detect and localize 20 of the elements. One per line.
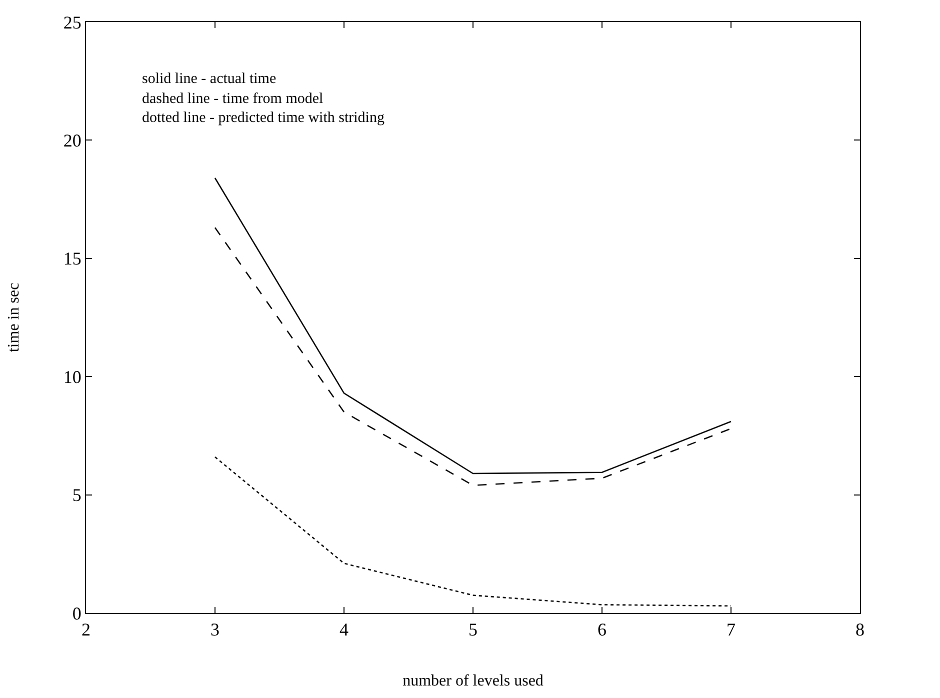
x-tick-label: 6	[598, 620, 606, 640]
y-tick-label: 10	[63, 366, 82, 387]
y-tick-label: 25	[63, 12, 82, 32]
x-tick-label: 7	[726, 620, 736, 640]
annotation: solid line - actual time	[142, 71, 276, 87]
x-axis-title: number of levels used	[402, 672, 544, 690]
y-tick-label: 15	[63, 248, 82, 269]
x-tick-label: 5	[468, 620, 478, 640]
x-tick-label: 3	[210, 620, 220, 640]
y-axis-title: time in sec	[5, 282, 22, 352]
y-tick-label: 5	[72, 485, 82, 506]
x-tick-label: 4	[340, 620, 348, 640]
annotation: dotted line - predicted time with striding	[142, 110, 385, 126]
line-series	[214, 177, 732, 474]
x-tick-label: 2	[82, 620, 90, 640]
x-tick-label: 8	[856, 620, 864, 640]
line-series	[214, 227, 732, 486]
y-tick-label: 20	[63, 130, 82, 150]
y-tick-label: 0	[72, 603, 82, 624]
annotation: dashed line - time from model	[142, 91, 324, 107]
